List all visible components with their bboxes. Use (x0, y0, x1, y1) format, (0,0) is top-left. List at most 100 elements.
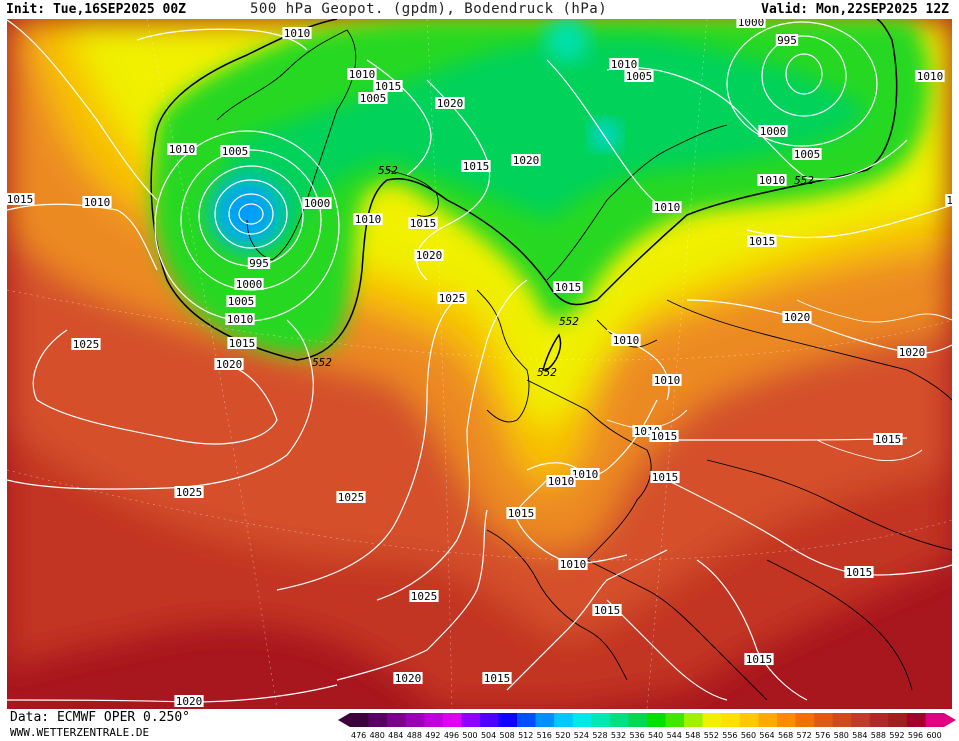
svg-text:1015: 1015 (846, 566, 873, 579)
isobar-label: 1015 (408, 217, 438, 230)
geopotential-label: 552 (378, 164, 398, 177)
color-legend-swatch (814, 713, 833, 727)
isobar-label: 1020 (897, 346, 927, 359)
svg-text:1015: 1015 (749, 235, 776, 248)
color-legend-swatch (442, 713, 462, 727)
isobar-label: 1000 (234, 278, 264, 291)
svg-text:1000: 1000 (760, 125, 787, 138)
svg-text:1015: 1015 (410, 217, 437, 230)
color-legend-level: 556 (722, 731, 737, 740)
color-legend-swatch (479, 713, 499, 727)
svg-text:1015: 1015 (484, 672, 511, 685)
isobar-label: 1015 (747, 235, 777, 248)
isobar-label: 995 (775, 34, 799, 47)
grid-lines (7, 19, 952, 709)
isobar-label: 1025 (174, 486, 204, 499)
color-legend-level: 580 (834, 731, 849, 740)
isobar-label: 1025 (336, 491, 366, 504)
isobar-label: 1010 (570, 468, 600, 481)
isobar-label: 1015 (592, 604, 622, 617)
svg-text:1015: 1015 (652, 471, 679, 484)
color-legend-level: 484 (388, 731, 403, 740)
isobar-label: 1015 (7, 193, 35, 206)
isobar-label: 1010 (915, 70, 945, 83)
svg-text:1020: 1020 (437, 97, 464, 110)
isobar-label: 1010 (347, 68, 377, 81)
isobar-label: 1025 (409, 590, 439, 603)
color-legend-level: 592 (889, 731, 904, 740)
color-legend-swatch (721, 713, 741, 727)
color-legend-level: 564 (759, 731, 774, 740)
svg-text:1025: 1025 (439, 292, 466, 305)
color-legend-level: 584 (852, 731, 867, 740)
isobar-label: 1015 (650, 471, 680, 484)
svg-text:1015: 1015 (463, 160, 490, 173)
color-legend-level: 480 (370, 731, 385, 740)
valid-time-label: Valid: Mon,22SEP2025 12Z (761, 2, 949, 17)
color-legend-swatch (461, 713, 481, 727)
svg-text:1020: 1020 (513, 154, 540, 167)
isobar-label: 10 (945, 194, 952, 207)
color-legend-level: 536 (629, 731, 644, 740)
isobar-label: 1005 (792, 148, 822, 161)
color-legend-level: 512 (518, 731, 533, 740)
color-legend-level: 504 (481, 731, 496, 740)
color-legend-swatches (338, 713, 956, 727)
color-legend-swatch (609, 713, 629, 727)
color-legend-swatch (906, 713, 926, 727)
isobar-label: 1005 (358, 92, 388, 105)
svg-text:1020: 1020 (416, 249, 443, 262)
svg-text:1010: 1010 (654, 374, 681, 387)
color-legend-level: 488 (407, 731, 422, 740)
svg-text:1010: 1010 (349, 68, 376, 81)
svg-text:1025: 1025 (73, 338, 100, 351)
color-legend-level: 596 (908, 731, 923, 740)
color-legend-labels: 476 480 484 488 492 496 500 504 508 512 516 520 524 5… (351, 731, 942, 740)
color-legend-level: 524 (574, 731, 589, 740)
color-legend-swatch (517, 713, 536, 727)
isobar-label: 1000 (758, 125, 788, 138)
svg-text:1010: 1010 (572, 468, 599, 481)
color-legend-swatch (647, 713, 666, 727)
isobar-label: 1020 (214, 358, 244, 371)
svg-text:1015: 1015 (375, 80, 402, 93)
color-legend-swatch (405, 713, 425, 727)
svg-text:995: 995 (777, 34, 797, 47)
svg-text:1005: 1005 (222, 145, 249, 158)
isobar-label: 1020 (435, 97, 465, 110)
svg-text:1000: 1000 (236, 278, 263, 291)
isobar-label: 1015 (227, 337, 257, 350)
isobar-label: 1010 (167, 143, 197, 156)
color-legend-level: 476 (351, 731, 366, 740)
isobar-label: 1000 (736, 19, 766, 29)
isobar-label: 1020 (782, 311, 812, 324)
svg-text:1025: 1025 (411, 590, 438, 603)
isobar-label: 1015 (373, 80, 403, 93)
color-legend-level: 588 (871, 731, 886, 740)
svg-text:1015: 1015 (7, 193, 33, 206)
svg-text:1010: 1010 (611, 58, 638, 71)
color-legend-swatch (535, 713, 555, 727)
isobar-label: 1000 (302, 197, 332, 210)
color-legend-swatch (628, 713, 648, 727)
color-legend-swatch (702, 713, 722, 727)
svg-text:1020: 1020 (176, 695, 203, 708)
svg-text:995: 995 (249, 257, 269, 270)
color-legend-level: 576 (815, 731, 830, 740)
svg-text:1020: 1020 (395, 672, 422, 685)
isobar-label: 1020 (511, 154, 541, 167)
isobar-label: 1025 (437, 292, 467, 305)
color-legend-swatch (869, 713, 889, 727)
data-source-label: Data: ECMWF OPER 0.250° (10, 710, 191, 725)
geopotential-label: 552 (312, 356, 332, 369)
svg-text:1010: 1010 (284, 27, 311, 40)
svg-text:1005: 1005 (794, 148, 821, 161)
color-legend: 476 480 484 488 492 496 500 504 508 512 516 520 524 5… (338, 713, 956, 740)
svg-text:1015: 1015 (508, 507, 535, 520)
color-legend-swatch (424, 713, 444, 727)
svg-text:1010: 1010 (917, 70, 944, 83)
isobar-label: 1015 (873, 433, 903, 446)
